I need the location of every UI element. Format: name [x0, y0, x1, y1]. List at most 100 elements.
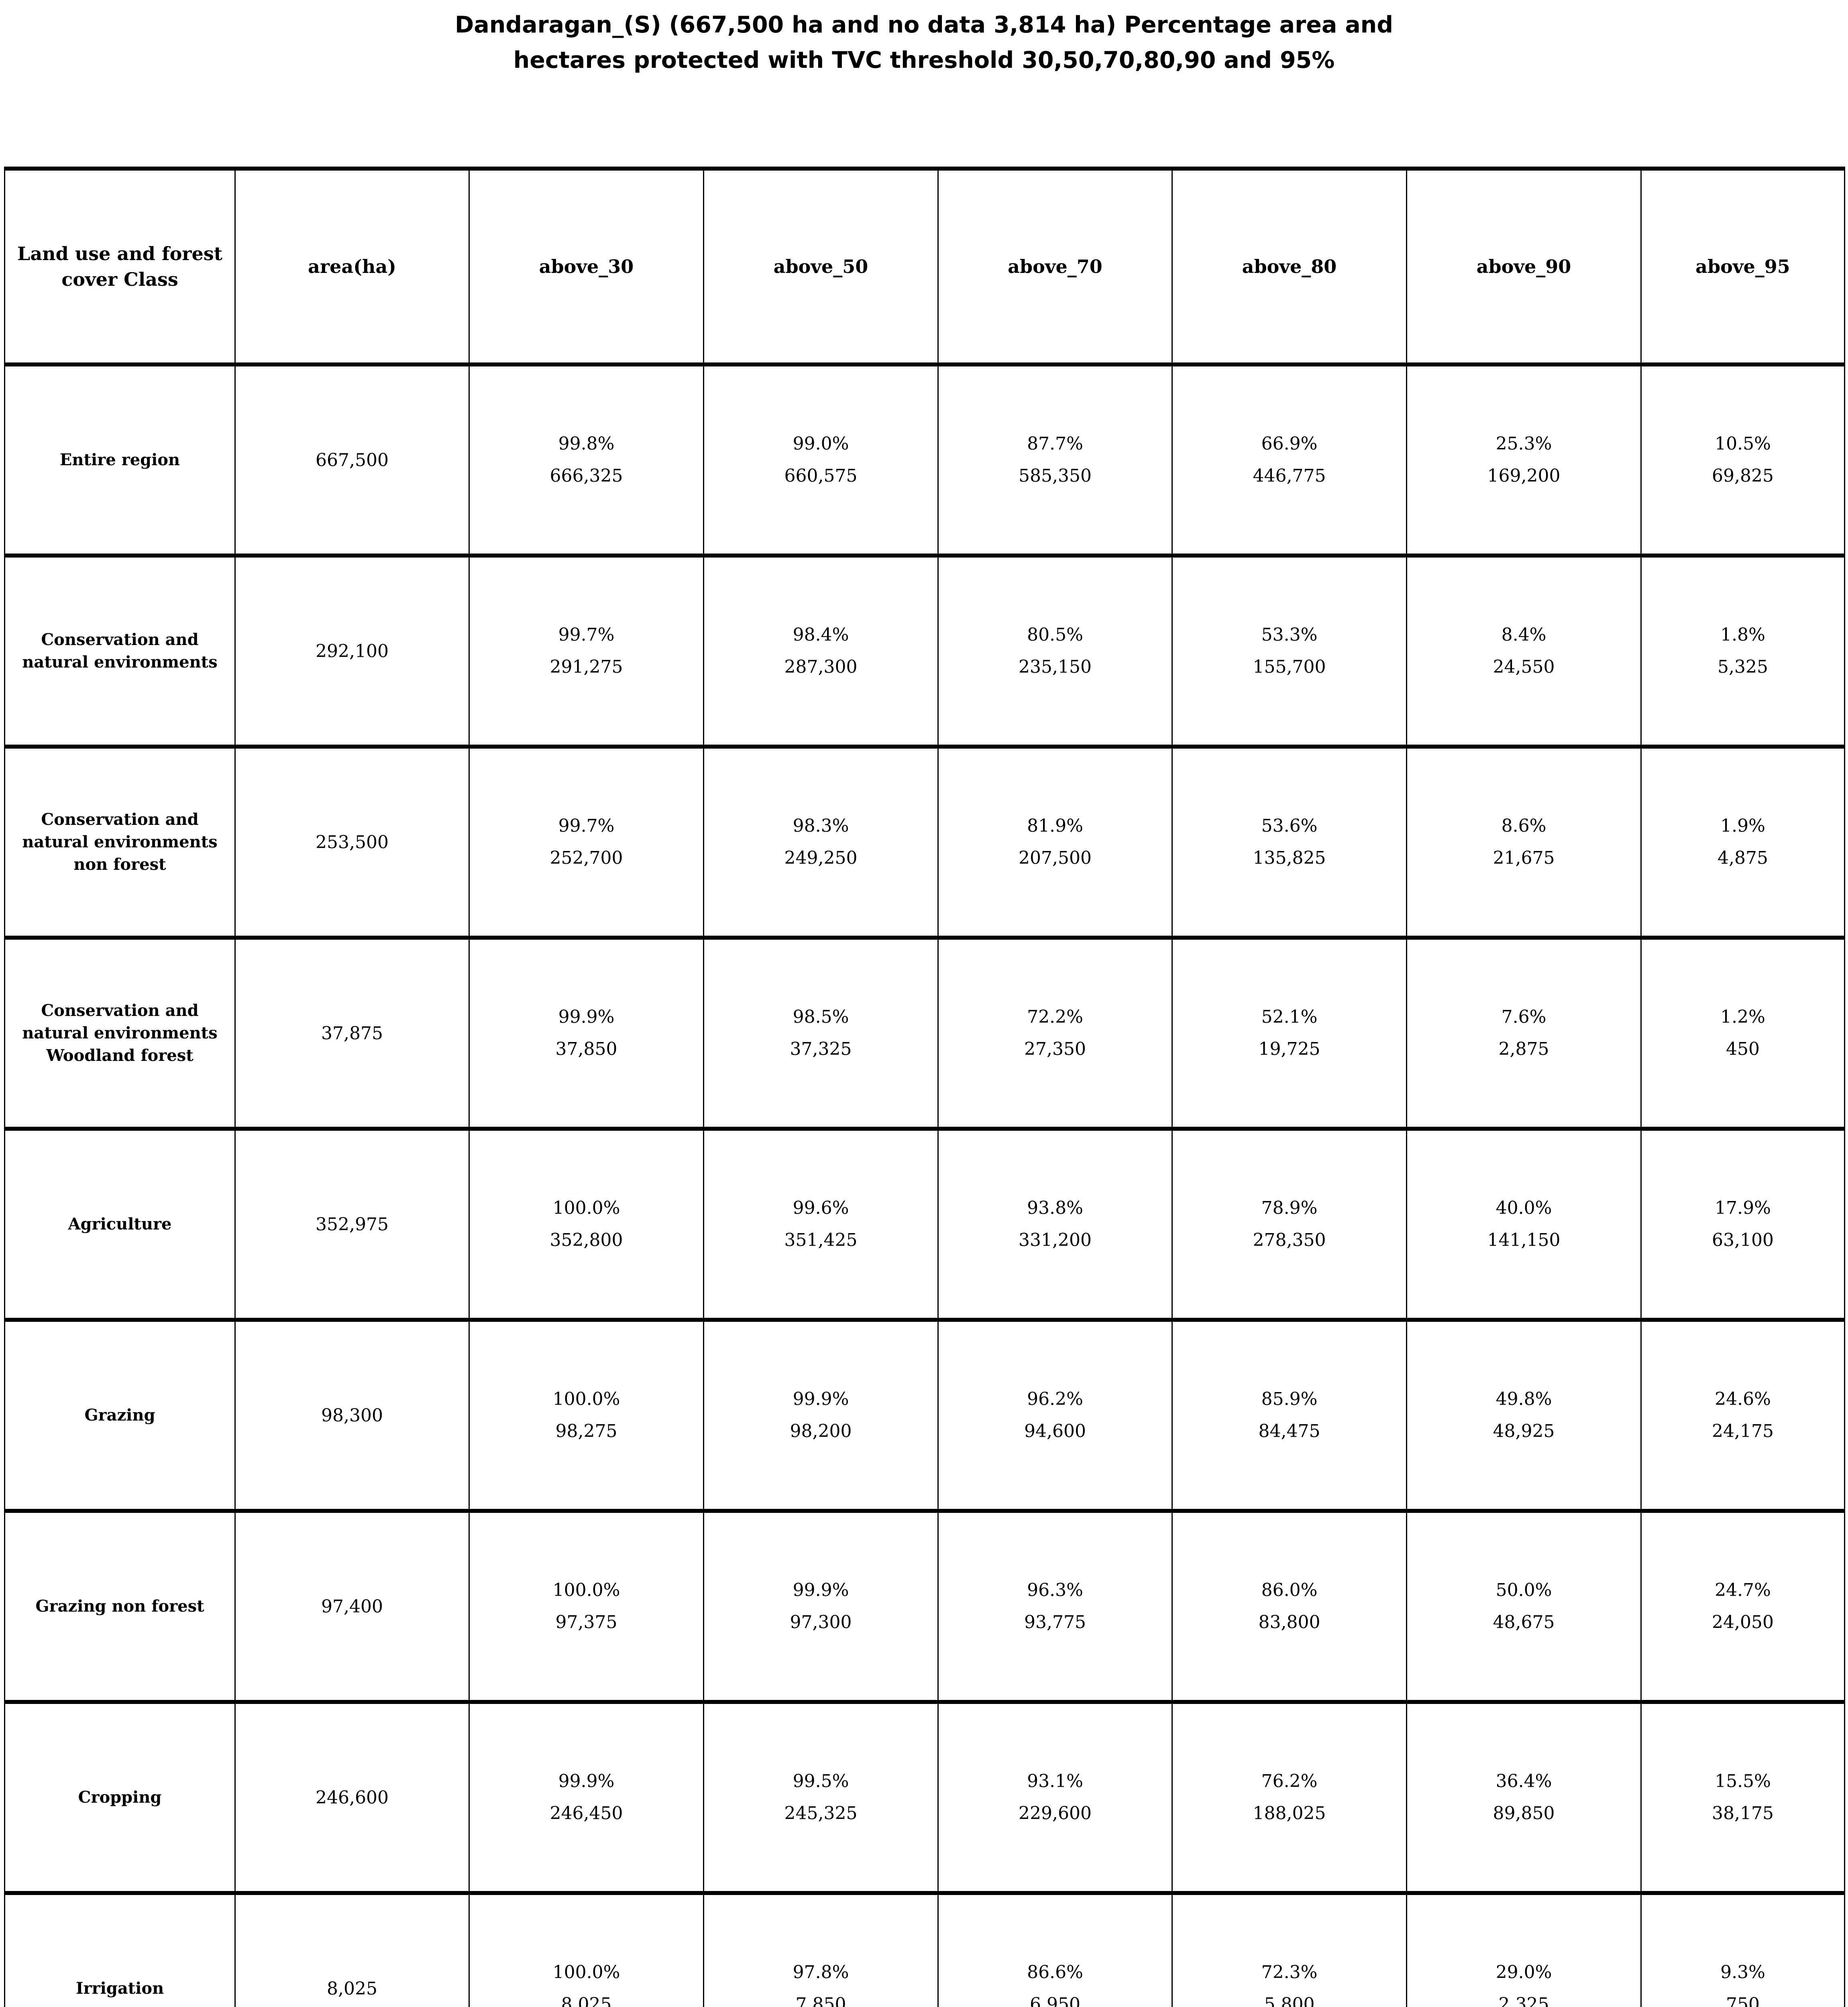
percent-value: 52.1%: [1261, 1007, 1318, 1027]
table-row: Irrigation 8,025 100.0% 8,025 97.8% 7,850 86.6…: [4, 1891, 1845, 2007]
col-header-above70: above_70: [937, 167, 1173, 366]
percent-value: 100.0%: [552, 1389, 620, 1409]
table-row: Conservation and natural environments Wo…: [4, 936, 1845, 1131]
percent-value: 99.9%: [558, 1771, 615, 1791]
table-row: Entire region 667,500 99.8% 666,325 99.0% 660…: [4, 362, 1845, 558]
row-area-value: 98,300: [234, 1318, 470, 1513]
row-threshold-cell: 1.8% 5,325: [1640, 554, 1845, 749]
hectares-value: 94,600: [1024, 1421, 1086, 1441]
row-threshold-cell: 1.9% 4,875: [1640, 745, 1845, 940]
hectares-value: 229,600: [1019, 1803, 1092, 1824]
percent-value: 98.3%: [793, 816, 849, 836]
row-class-label: Irrigation: [4, 1891, 236, 2007]
percent-value: 100.0%: [552, 1962, 620, 1983]
hectares-value: 21,675: [1493, 848, 1555, 868]
row-threshold-cell: 86.0% 83,800: [1172, 1509, 1407, 1704]
table-body: Entire region 667,500 99.8% 666,325 99.0% 660…: [4, 362, 1845, 2007]
row-class-label: Grazing non forest: [4, 1509, 236, 1704]
hectares-value: 352,800: [550, 1230, 623, 1250]
row-class-label: Agriculture: [4, 1127, 236, 1322]
percent-value: 36.4%: [1496, 1771, 1552, 1791]
row-area-value: 352,975: [234, 1127, 470, 1322]
row-threshold-cell: 15.5% 38,175: [1640, 1700, 1845, 1895]
protection-table: Land use and forest cover Class area(ha)…: [4, 167, 1845, 2007]
percent-value: 29.0%: [1496, 1962, 1552, 1983]
row-threshold-cell: 87.7% 585,350: [937, 362, 1173, 558]
percent-value: 1.8%: [1720, 625, 1765, 645]
percent-value: 99.7%: [558, 625, 615, 645]
percent-value: 96.2%: [1027, 1389, 1083, 1409]
hectares-value: 97,375: [555, 1612, 617, 1632]
row-class-label: Conservation and natural environments: [4, 554, 236, 749]
percent-value: 99.0%: [793, 434, 849, 454]
row-threshold-cell: 93.8% 331,200: [937, 1127, 1173, 1322]
percent-value: 96.3%: [1027, 1580, 1083, 1600]
percent-value: 98.4%: [793, 625, 849, 645]
col-header-above95: above_95: [1640, 167, 1845, 366]
percent-value: 100.0%: [552, 1198, 620, 1218]
percent-value: 99.6%: [793, 1198, 849, 1218]
hectares-value: 169,200: [1487, 466, 1561, 486]
hectares-value: 89,850: [1493, 1803, 1555, 1824]
page-title: Dandaragan_(S) (667,500 ha and no data 3…: [0, 7, 1848, 78]
row-threshold-cell: 98.3% 249,250: [703, 745, 939, 940]
row-threshold-cell: 97.8% 7,850: [703, 1891, 939, 2007]
hectares-value: 207,500: [1019, 848, 1092, 868]
row-threshold-cell: 100.0% 352,800: [469, 1127, 704, 1322]
percent-value: 76.2%: [1261, 1771, 1318, 1791]
col-header-above90: above_90: [1406, 167, 1642, 366]
hectares-value: 98,200: [790, 1421, 852, 1441]
percent-value: 24.7%: [1715, 1580, 1771, 1600]
row-area-value: 253,500: [234, 745, 470, 940]
row-threshold-cell: 66.9% 446,775: [1172, 362, 1407, 558]
percent-value: 93.1%: [1027, 1771, 1083, 1791]
percent-value: 93.8%: [1027, 1198, 1083, 1218]
row-threshold-cell: 93.1% 229,600: [937, 1700, 1173, 1895]
row-threshold-cell: 99.7% 291,275: [469, 554, 704, 749]
hectares-value: 38,175: [1712, 1803, 1774, 1824]
hectares-value: 6,950: [1030, 1994, 1080, 2007]
table-header-row: Land use and forest cover Class area(ha)…: [4, 167, 1845, 366]
row-threshold-cell: 17.9% 63,100: [1640, 1127, 1845, 1322]
hectares-value: 5,800: [1264, 1994, 1315, 2007]
row-threshold-cell: 100.0% 8,025: [469, 1891, 704, 2007]
row-threshold-cell: 72.3% 5,800: [1172, 1891, 1407, 2007]
row-threshold-cell: 100.0% 98,275: [469, 1318, 704, 1513]
percent-value: 86.0%: [1261, 1580, 1318, 1600]
row-threshold-cell: 10.5% 69,825: [1640, 362, 1845, 558]
percent-value: 25.3%: [1496, 434, 1552, 454]
row-threshold-cell: 80.5% 235,150: [937, 554, 1173, 749]
table-row: Grazing 98,300 100.0% 98,275 99.9% 98,200 96.2…: [4, 1318, 1845, 1513]
row-threshold-cell: 99.9% 246,450: [469, 1700, 704, 1895]
table-row: Cropping 246,600 99.9% 246,450 99.5% 245,325 9…: [4, 1700, 1845, 1895]
percent-value: 10.5%: [1715, 434, 1771, 454]
hectares-value: 331,200: [1019, 1230, 1092, 1250]
percent-value: 78.9%: [1261, 1198, 1318, 1218]
percent-value: 98.5%: [793, 1007, 849, 1027]
hectares-value: 750: [1726, 1994, 1760, 2007]
hectares-value: 83,800: [1258, 1612, 1320, 1632]
row-threshold-cell: 81.9% 207,500: [937, 745, 1173, 940]
percent-value: 99.8%: [558, 434, 615, 454]
hectares-value: 287,300: [784, 657, 858, 677]
hectares-value: 48,925: [1493, 1421, 1555, 1441]
hectares-value: 48,675: [1493, 1612, 1555, 1632]
hectares-value: 19,725: [1258, 1039, 1320, 1059]
hectares-value: 351,425: [784, 1230, 858, 1250]
row-threshold-cell: 78.9% 278,350: [1172, 1127, 1407, 1322]
row-threshold-cell: 8.6% 21,675: [1406, 745, 1642, 940]
table-row: Grazing non forest 97,400 100.0% 97,375 99.9…: [4, 1509, 1845, 1704]
row-threshold-cell: 7.6% 2,875: [1406, 936, 1642, 1131]
row-threshold-cell: 98.5% 37,325: [703, 936, 939, 1131]
hectares-value: 37,325: [790, 1039, 852, 1059]
hectares-value: 450: [1726, 1039, 1760, 1059]
row-threshold-cell: 49.8% 48,925: [1406, 1318, 1642, 1513]
row-threshold-cell: 50.0% 48,675: [1406, 1509, 1642, 1704]
hectares-value: 252,700: [550, 848, 623, 868]
hectares-value: 24,175: [1712, 1421, 1774, 1441]
table-row: Conservation and natural environments 292…: [4, 554, 1845, 749]
row-threshold-cell: 53.6% 135,825: [1172, 745, 1407, 940]
hectares-value: 235,150: [1019, 657, 1092, 677]
row-class-label: Conservation and natural environments Wo…: [4, 936, 236, 1131]
hectares-value: 98,275: [555, 1421, 617, 1441]
